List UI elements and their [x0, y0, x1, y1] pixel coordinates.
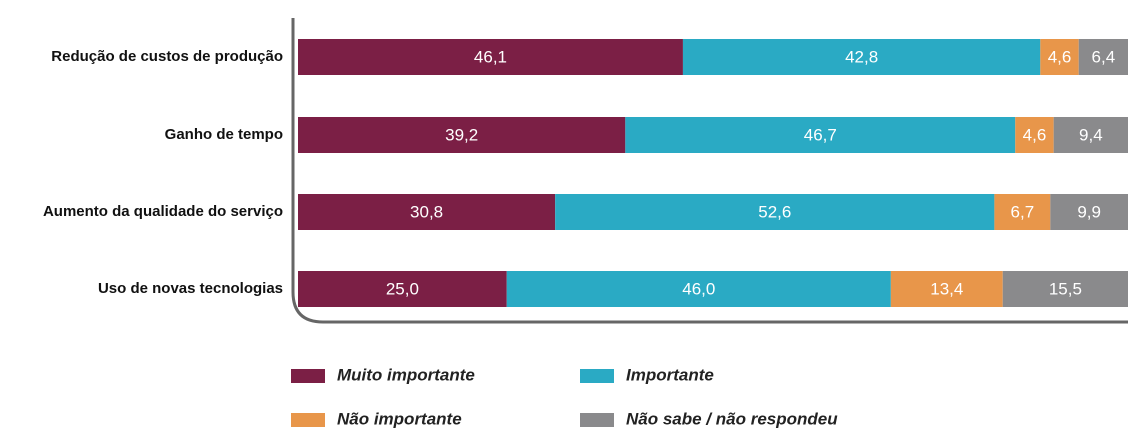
bar-segment: [298, 117, 626, 153]
bar-segment: [555, 194, 995, 230]
legend-swatch: [291, 413, 325, 427]
value-label: 15,5: [1049, 279, 1082, 298]
bar-segment: [1078, 39, 1128, 75]
category-label: Ganho de tempo: [165, 126, 283, 143]
bar-segment: [1040, 39, 1079, 75]
legend-label: Muito importante: [337, 365, 475, 384]
category-label: Uso de novas tecnologias: [98, 280, 283, 297]
bar-segment: [682, 39, 1041, 75]
value-label: 25,0: [386, 279, 419, 298]
value-label: 46,7: [804, 125, 837, 144]
category-label: Aumento da qualidade do serviço: [43, 203, 283, 220]
value-label: 42,8: [845, 47, 878, 66]
bar-segment: [298, 39, 683, 75]
bar-segment: [1002, 271, 1128, 307]
bar-segment: [890, 271, 1003, 307]
value-label: 39,2: [445, 125, 478, 144]
value-label: 4,6: [1023, 125, 1047, 144]
bar-segment: [1015, 117, 1054, 153]
bar-segment: [298, 271, 507, 307]
legend-label: Não sabe / não respondeu: [626, 409, 838, 428]
value-label: 30,8: [410, 202, 443, 221]
bar-segment: [994, 194, 1051, 230]
legend-swatch: [580, 413, 614, 427]
value-label: 52,6: [758, 202, 791, 221]
value-label: 46,0: [682, 279, 715, 298]
bar-segment: [625, 117, 1016, 153]
bar-segment: [1050, 194, 1128, 230]
value-label: 13,4: [930, 279, 963, 298]
bar-segment: [506, 271, 891, 307]
value-label: 9,9: [1077, 202, 1101, 221]
bar-segment: [298, 194, 556, 230]
bar-segment: [1053, 117, 1128, 153]
legend-label: Importante: [626, 365, 714, 384]
value-label: 6,7: [1011, 202, 1035, 221]
value-label: 6,4: [1092, 47, 1116, 66]
category-label: Redução de custos de produção: [51, 48, 283, 65]
legend-swatch: [291, 369, 325, 383]
axis-line: [291, 18, 1128, 324]
value-label: 9,4: [1079, 125, 1103, 144]
legend-label: Não importante: [337, 409, 462, 428]
legend-swatch: [580, 369, 614, 383]
value-label: 46,1: [474, 47, 507, 66]
value-label: 4,6: [1048, 47, 1072, 66]
